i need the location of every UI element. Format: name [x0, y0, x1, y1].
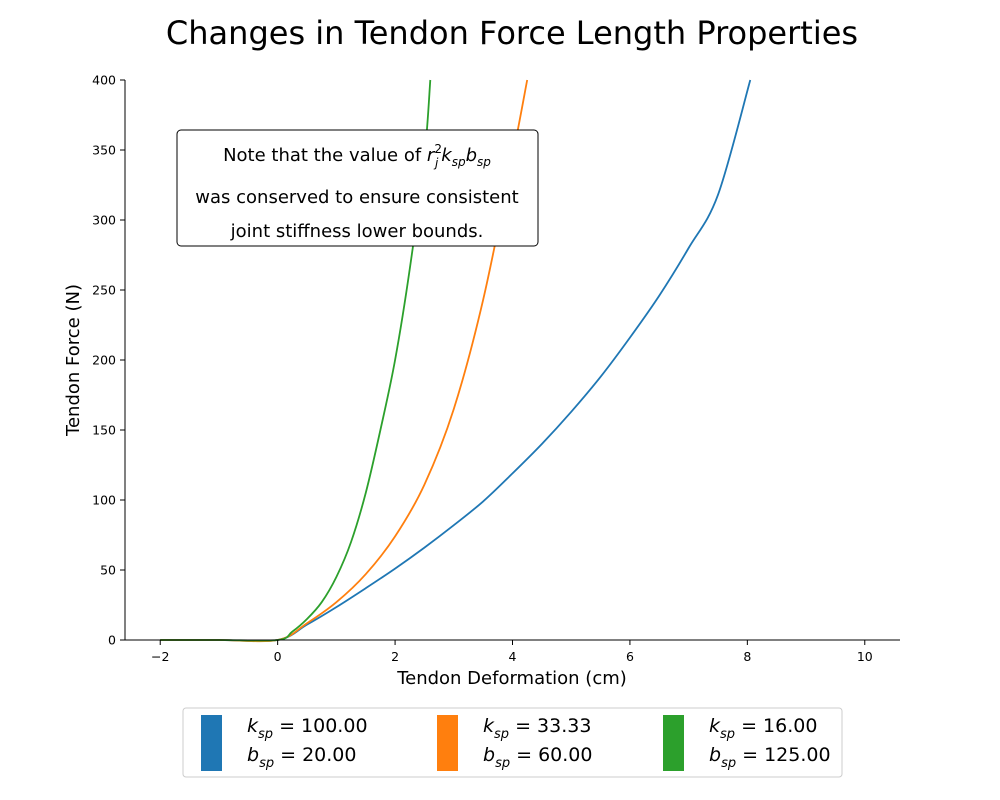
legend-subscript: sp [495, 756, 510, 771]
series-line-0 [160, 79, 752, 643]
legend-symbol: k [483, 715, 495, 737]
legend-subscript: sp [721, 756, 736, 771]
y-tick-label: 350 [92, 143, 116, 158]
legend-value: = 33.33 [509, 715, 591, 737]
annotation-r: r [427, 145, 436, 166]
y-tick-label: 400 [92, 73, 116, 88]
y-tick-label: 50 [100, 563, 116, 578]
legend-label-1-1: bsp = 60.00 [483, 744, 593, 771]
y-tick-label: 250 [92, 283, 116, 298]
annotation-b: b [466, 145, 477, 166]
legend-subscript: sp [258, 727, 273, 742]
annotation-r-sub: j [433, 156, 439, 170]
y-tick-label: 200 [92, 353, 116, 368]
annotation-frame [176, 129, 539, 247]
x-tick-label: 2 [391, 649, 399, 664]
legend-swatch-1 [437, 715, 458, 771]
legend-value: = 125.00 [736, 744, 830, 766]
legend-swatch-0 [201, 715, 222, 771]
annotation-line-2: was conserved to ensure consistent [195, 187, 518, 208]
y-axis-label: Tendon Force (N) [63, 284, 84, 437]
x-tick-label: −2 [151, 649, 169, 664]
legend-value: = 100.00 [273, 715, 367, 737]
legend-value: = 16.00 [735, 715, 817, 737]
legend-label-0-1: bsp = 20.00 [247, 744, 357, 771]
legend-label-2-1: bsp = 125.00 [709, 744, 831, 771]
annotation-k: k [441, 145, 453, 166]
annotation-box: Note that the value of r2 j kspbsp was con… [176, 129, 539, 247]
x-tick-label: 0 [274, 649, 282, 664]
annotation-b-sub: sp [477, 155, 491, 169]
legend-symbol: b [247, 744, 259, 766]
legend-symbol: b [483, 744, 495, 766]
chart-title: Changes in Tendon Force Length Propertie… [166, 14, 858, 52]
legend-value: = 60.00 [510, 744, 592, 766]
legend-symbol: b [709, 744, 721, 766]
y-tick-label: 100 [92, 493, 116, 508]
annotation-line-3: joint stiffness lower bounds. [230, 221, 484, 242]
annotation-r-sup: 2 [434, 142, 442, 156]
legend-label-2-0: ksp = 16.00 [709, 715, 817, 742]
x-ticks: −2 0 2 4 6 8 10 [151, 640, 873, 664]
legend-subscript: sp [259, 756, 274, 771]
x-tick-label: 10 [857, 649, 873, 664]
annotation-line-1: Note that the value of r2 j kspbsp [223, 142, 491, 170]
legend-swatch-2 [663, 715, 684, 771]
y-tick-label: 0 [108, 633, 116, 648]
legend-symbol: k [709, 715, 721, 737]
x-tick-label: 6 [626, 649, 634, 664]
legend-subscript: sp [494, 727, 509, 742]
legend-subscript: sp [720, 727, 735, 742]
series-line-2 [160, 79, 432, 642]
x-tick-label: 8 [743, 649, 751, 664]
y-tick-label: 150 [92, 423, 116, 438]
legend-symbol: k [247, 715, 259, 737]
legend-label-1-0: ksp = 33.33 [483, 715, 591, 742]
legend-value: = 20.00 [274, 744, 356, 766]
plot-area: −2 0 2 4 6 8 10 0 50 100 150 200 250 300 350 400 [92, 73, 900, 664]
annotation-k-sub: sp [452, 155, 466, 169]
y-tick-label: 300 [92, 213, 116, 228]
legend-label-0-0: ksp = 100.00 [247, 715, 368, 742]
x-tick-label: 4 [509, 649, 517, 664]
annotation-prefix: Note that the value of [223, 145, 427, 166]
x-axis-label: Tendon Deformation (cm) [396, 668, 627, 689]
y-ticks: 0 50 100 150 200 250 300 350 400 [92, 73, 125, 648]
